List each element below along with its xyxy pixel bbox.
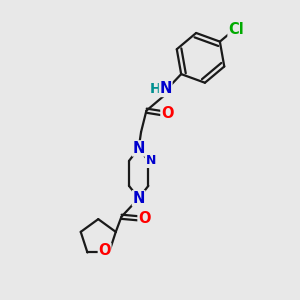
Text: O: O [98, 244, 111, 259]
Text: O: O [161, 106, 173, 121]
Text: N: N [133, 141, 145, 156]
Text: O: O [138, 211, 151, 226]
Text: N: N [160, 82, 172, 97]
Text: N: N [146, 154, 156, 167]
Text: Cl: Cl [228, 22, 244, 37]
Text: H: H [149, 82, 161, 96]
Text: N: N [133, 191, 145, 206]
